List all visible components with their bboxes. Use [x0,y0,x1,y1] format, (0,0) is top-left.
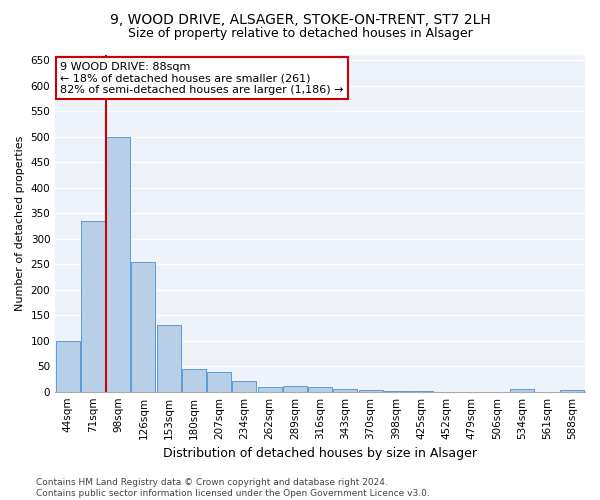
Text: 9 WOOD DRIVE: 88sqm
← 18% of detached houses are smaller (261)
82% of semi-detac: 9 WOOD DRIVE: 88sqm ← 18% of detached ho… [61,62,344,95]
Text: 9, WOOD DRIVE, ALSAGER, STOKE-ON-TRENT, ST7 2LH: 9, WOOD DRIVE, ALSAGER, STOKE-ON-TRENT, … [110,12,490,26]
Bar [384,391,408,392]
Text: Contains HM Land Registry data © Crown copyright and database right 2024.
Contai: Contains HM Land Registry data © Crown c… [36,478,430,498]
Bar [157,326,181,392]
Bar [510,389,534,392]
Bar [207,372,231,392]
Bar [81,221,105,392]
Bar [409,391,433,392]
Bar [106,136,130,392]
Bar [257,386,281,392]
Bar [131,262,155,392]
Y-axis label: Number of detached properties: Number of detached properties [15,136,25,311]
Bar [308,386,332,392]
Text: Size of property relative to detached houses in Alsager: Size of property relative to detached ho… [128,28,472,40]
Bar [182,368,206,392]
Bar [560,390,584,392]
X-axis label: Distribution of detached houses by size in Alsager: Distribution of detached houses by size … [163,447,477,460]
Bar [359,390,383,392]
Bar [334,389,357,392]
Bar [283,386,307,392]
Bar [232,382,256,392]
Bar [56,340,80,392]
